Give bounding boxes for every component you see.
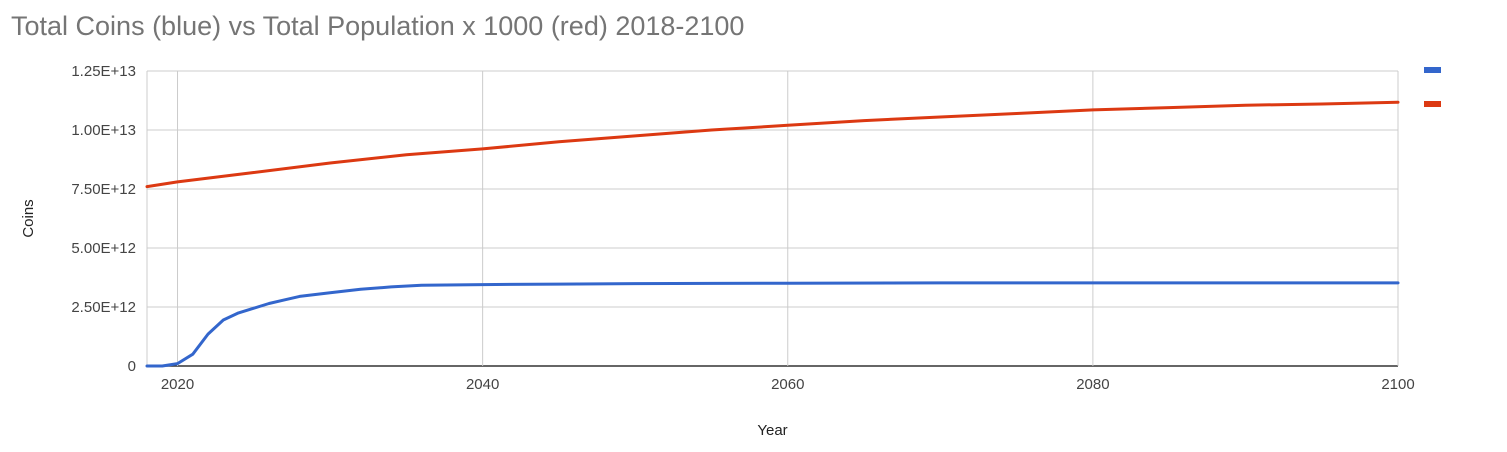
series-line-2 — [145, 100, 1400, 189]
x-tick-label: 2020 — [161, 376, 194, 393]
grid-lines — [146, 70, 1399, 367]
y-tick-label: 1.00E+13 — [71, 122, 136, 139]
x-tick-label: 2040 — [466, 376, 499, 393]
y-tick-label: 1.25E+13 — [71, 63, 136, 80]
x-axis-tick-labels: 2020 2040 2060 2080 2100 — [161, 376, 1415, 393]
legend-swatch-1 — [1424, 67, 1441, 73]
chart-title: Total Coins (blue) vs Total Population x… — [11, 11, 745, 41]
y-tick-label: 7.50E+12 — [71, 181, 136, 198]
y-tick-label: 2.50E+12 — [71, 299, 136, 316]
x-tick-label: 2060 — [771, 376, 804, 393]
y-axis-title: Coins — [20, 199, 37, 237]
y-axis-tick-labels: 0 2.50E+12 5.00E+12 7.50E+12 1.00E+13 1.25E+1… — [71, 63, 136, 375]
series-line-1 — [145, 281, 1400, 368]
y-tick-label: 5.00E+12 — [71, 240, 136, 257]
series-lines — [145, 100, 1400, 368]
y-tick-label: 0 — [128, 358, 136, 375]
legend-swatch-2 — [1424, 101, 1441, 107]
x-axis-title: Year — [757, 422, 787, 439]
legend — [1424, 67, 1441, 107]
x-tick-label: 2080 — [1076, 376, 1109, 393]
x-tick-label: 2100 — [1381, 376, 1414, 393]
